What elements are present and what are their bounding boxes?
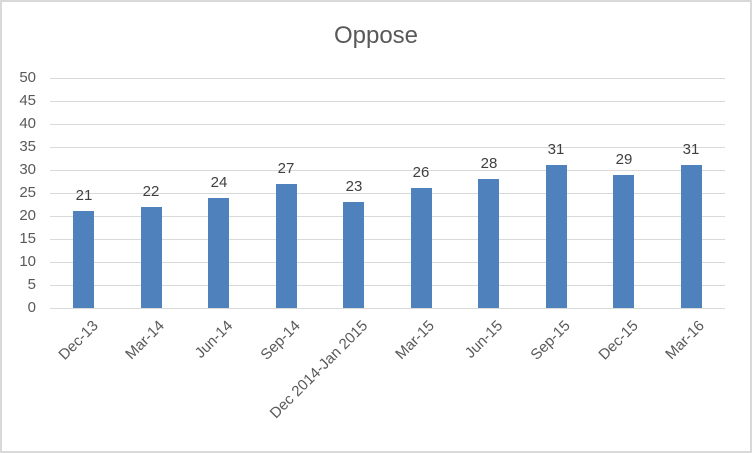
y-tick-label: 20 xyxy=(19,207,36,224)
y-tick-label: 35 xyxy=(19,138,36,155)
y-tick-label: 15 xyxy=(19,230,36,247)
gridline xyxy=(50,216,725,217)
y-tick-label: 30 xyxy=(19,161,36,178)
bar xyxy=(73,211,94,308)
data-label: 23 xyxy=(345,178,363,195)
bar xyxy=(681,165,702,308)
data-label: 21 xyxy=(75,187,93,204)
bar xyxy=(411,188,432,308)
bar xyxy=(478,179,499,308)
gridline xyxy=(50,308,725,309)
gridline xyxy=(50,147,725,148)
gridline xyxy=(50,124,725,125)
gridline xyxy=(50,170,725,171)
y-tick-label: 5 xyxy=(27,276,36,293)
data-label: 28 xyxy=(480,155,498,172)
bar xyxy=(141,207,162,308)
y-tick-label: 50 xyxy=(19,69,36,86)
gridline xyxy=(50,101,725,102)
data-label: 31 xyxy=(682,141,700,158)
bar xyxy=(546,165,567,308)
data-label: 31 xyxy=(547,141,565,158)
data-label: 24 xyxy=(210,174,228,191)
bar xyxy=(276,184,297,308)
gridline xyxy=(50,239,725,240)
data-label: 29 xyxy=(615,151,633,168)
y-tick-label: 25 xyxy=(19,184,36,201)
bar xyxy=(343,202,364,308)
gridline xyxy=(50,78,725,79)
y-tick-label: 45 xyxy=(19,92,36,109)
data-label: 22 xyxy=(142,183,160,200)
bar xyxy=(613,175,634,308)
y-tick-label: 0 xyxy=(27,299,36,316)
bar xyxy=(208,198,229,308)
data-label: 26 xyxy=(412,164,430,181)
gridline xyxy=(50,285,725,286)
data-label: 27 xyxy=(277,160,295,177)
y-tick-label: 10 xyxy=(19,253,36,270)
chart-title: Oppose xyxy=(333,22,419,49)
gridline xyxy=(50,262,725,263)
gridline xyxy=(50,193,725,194)
y-tick-label: 40 xyxy=(19,115,36,132)
